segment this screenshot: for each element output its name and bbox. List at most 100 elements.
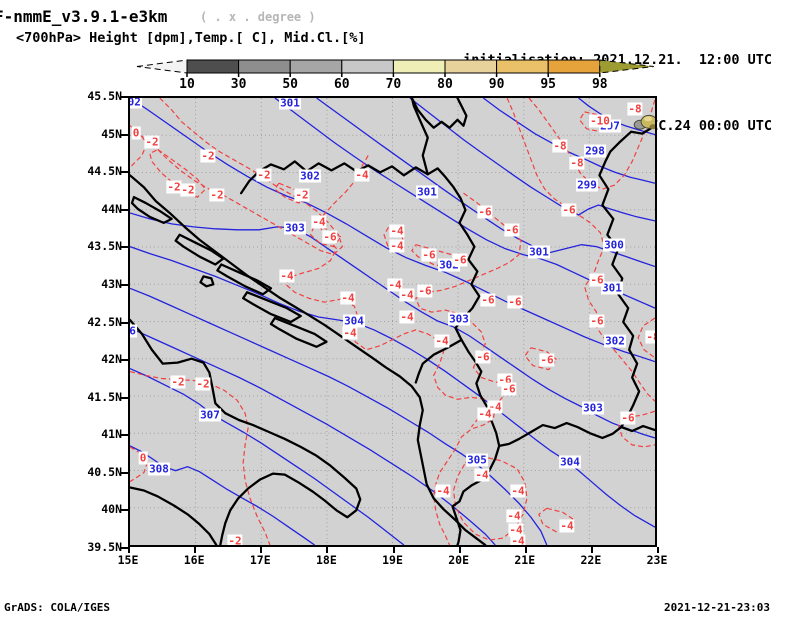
creation-timestamp: 2021-12-21-23:03 [664,601,770,614]
temp-label: -4 [399,310,415,324]
temp-label: -2 [227,534,243,547]
lat-tick-mark [121,434,128,437]
plot-subtitle: <700hPa> Height [dpm],Temp.[ C], Mid.Cl.… [16,30,366,46]
temp-label: -4 [510,534,526,547]
island [216,263,273,296]
temp-label: -6 [507,295,523,309]
lat-tick-mark [121,509,128,512]
temp-label: -4 [559,519,575,533]
map-area: 3023013023033013013023033002992982973013… [128,96,657,547]
temp-label: -6 [561,203,577,217]
temp-contour--6 [617,410,655,448]
lon-tick-label: 17E [249,553,271,567]
temp-label: -2 [200,149,216,163]
lat-tick-label: 43N [101,276,122,291]
island [174,233,225,266]
temp-label: -6 [480,293,496,307]
lon-tick-label: 16E [183,553,205,567]
temp-contour--2 [130,98,344,256]
lon-tick-mark [326,547,329,553]
temp-label: -4 [399,288,415,302]
height-label: 303 [448,312,470,326]
temp-label: -4 [477,407,493,421]
height-label: 302 [130,98,142,109]
lon-tick-label: 22E [580,553,602,567]
height-label: 298 [584,144,606,158]
temp-contour--4 [285,155,496,545]
temp-label: -6 [501,382,517,396]
colorbar-tick-label: 95 [540,77,556,92]
croatian-coast [130,174,487,545]
temp-label: -2 [170,375,186,389]
height-contour-303 [130,212,655,439]
lat-tick-mark [121,321,128,324]
temp-contour--6 [415,192,522,428]
height-label: 300 [603,238,625,252]
height-label: 305 [466,453,488,467]
temp-label: -6 [477,205,493,219]
colorbar-segment [186,59,240,74]
lon-tick-label: 15E [117,553,139,567]
lon-tick-mark [657,547,659,553]
temp-label: -2 [209,188,225,202]
island [199,275,215,288]
lat-tick-label: 44.5N [87,164,122,179]
temp-label: -6 [539,353,555,367]
height-label: 306 [130,324,137,338]
temp-label: -4 [506,509,522,523]
lat-tick-label: 45N [101,126,122,141]
temp-label: -4 [434,334,450,348]
height-label: 303 [582,401,604,415]
temp-label: -4 [474,468,490,482]
lat-tick-mark [121,547,128,549]
colorbar-segment [341,59,394,74]
lat-tick-mark [121,208,128,211]
temp-contour--6 [506,98,655,402]
height-contour-298 [482,98,655,184]
colorbar-tick-label: 98 [592,77,608,92]
temp-label: -2 [256,168,272,182]
height-label: 302 [299,169,321,183]
temp-label: -4 [340,291,356,305]
height-label: 301 [528,245,550,259]
lon-tick-mark [194,547,197,553]
border-east-serbia [498,124,655,448]
lat-tick-mark [121,396,128,399]
border-top-loop [410,98,468,129]
temp-label: -8 [627,102,643,116]
colorbar-tick-label: 90 [489,77,505,92]
colorbar-segment [238,59,291,74]
temp-label: -4 [389,239,405,253]
lat-tick-mark [121,359,128,362]
grads-credit: GrADS: COLA/IGES [4,601,110,614]
island [241,291,302,324]
temp-label: -6 [475,350,491,364]
height-label: 302 [604,334,626,348]
height-label: 304 [559,455,581,469]
temp-label: -6 [589,273,605,287]
colorbar-segment [547,59,601,74]
map-artifact-icon [633,114,655,130]
lon-tick-label: 23E [646,553,668,567]
cloud-cover-colorbar: 10 30 50 60 70 80 90 95 98 [136,59,654,92]
temp-contour--4 [452,456,528,541]
lon-tick-label: 19E [382,553,403,567]
temp-label: -4 [435,484,451,498]
height-contour-305 [130,287,548,545]
colorbar-tick-label: 80 [437,77,453,92]
island [269,316,328,348]
temp-label: 0 [138,451,148,465]
colorbar-tick-label: 70 [386,77,402,92]
colorbar-segment [496,59,549,74]
lat-tick-label: 43.5N [87,239,122,254]
lon-tick-label: 21E [514,553,536,567]
temp-label: -4 [508,523,524,537]
temp-contour--8 [637,317,655,359]
map-canvas [130,98,655,545]
temp-label: -6 [417,284,433,298]
temp-label: -8 [645,330,655,344]
temp-label: -6 [620,411,636,425]
temp-label: -2 [144,135,160,149]
height-contour-302 [130,98,655,363]
